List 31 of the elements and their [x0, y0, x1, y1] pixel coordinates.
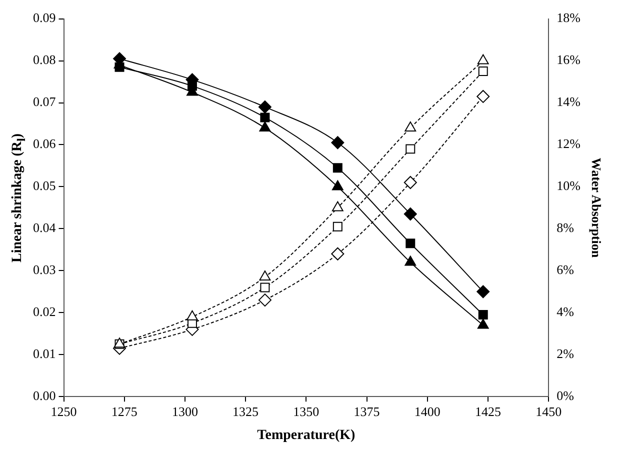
x-tick-label: 1300	[172, 404, 198, 419]
x-tick-label: 1275	[111, 404, 138, 419]
y-tick-label: 0.04	[33, 220, 56, 236]
y2-tick-label: 2%	[556, 346, 574, 362]
y2-tick-label: 12%	[556, 136, 581, 152]
y-tick-label: 0.05	[33, 178, 56, 194]
x-tick-label: 1350	[293, 404, 320, 419]
x-tick-label: 1325	[232, 404, 259, 419]
y-tick-label: 0.07	[33, 94, 56, 110]
y-tick-label: 0.00	[33, 388, 56, 404]
x-tick-label: 1450	[536, 404, 562, 419]
y-tick-label: 0.06	[33, 136, 56, 152]
y2-tick-label: 10%	[556, 178, 581, 194]
y2-axis-title: Water Absorption	[588, 158, 604, 258]
y2-tick-label: 16%	[556, 52, 581, 68]
x-tick-label: 1400	[414, 404, 440, 419]
y-tick-label: 0.08	[33, 52, 56, 68]
y2-tick-label: 8%	[556, 220, 574, 236]
y-tick-label: 0.02	[33, 304, 56, 320]
y2-tick-label: 6%	[556, 262, 574, 278]
y2-tick-label: 18%	[556, 10, 581, 26]
y2-tick-label: 4%	[556, 304, 574, 320]
x-tick-label: 1425	[474, 404, 501, 419]
y-tick-label: 0.03	[33, 262, 56, 278]
x-axis-title: Temperature(K)	[257, 428, 356, 444]
y-tick-label: 0.01	[33, 346, 56, 362]
x-tick-label: 1375	[354, 404, 380, 419]
x-tick-label: 1250	[50, 404, 77, 419]
y2-tick-label: 0%	[556, 388, 574, 404]
y-tick-label: 0.09	[33, 10, 56, 26]
y2-tick-label: 14%	[556, 94, 581, 110]
